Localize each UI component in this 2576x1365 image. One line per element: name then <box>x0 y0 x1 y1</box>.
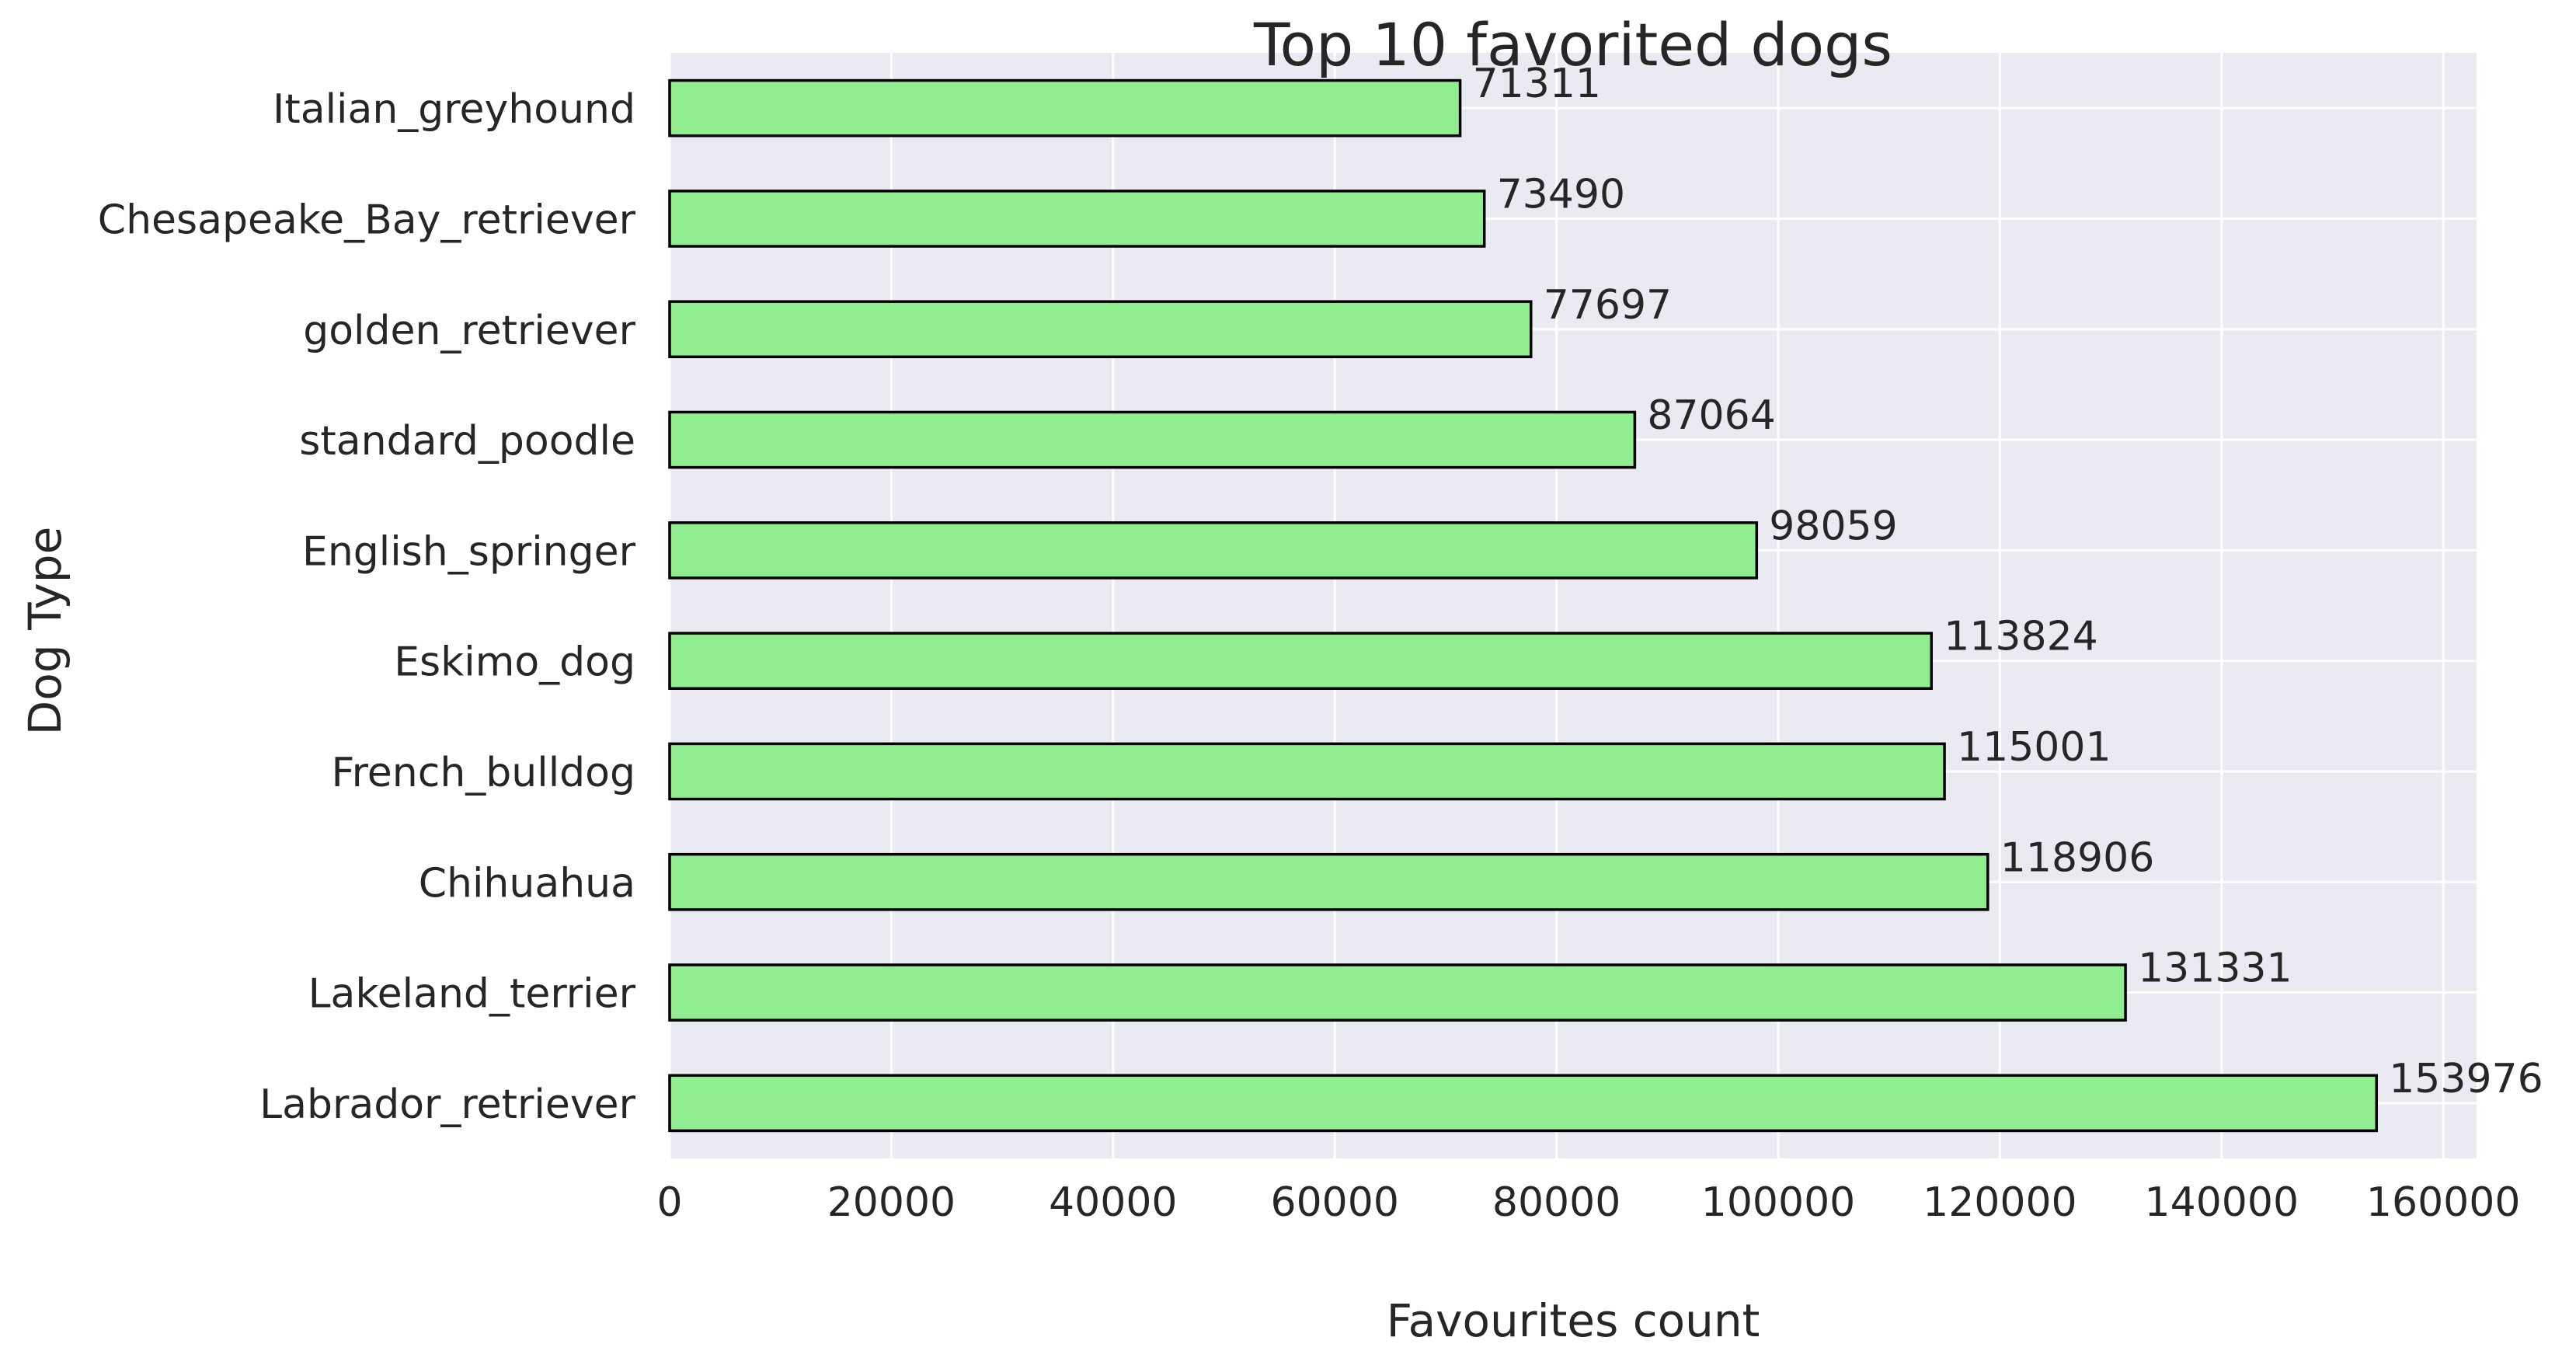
x-tick-label: 120000 <box>1923 1179 2077 1226</box>
y-tick-label: Labrador_retriever <box>259 1081 635 1128</box>
bar-value-label: 153976 <box>2389 1056 2543 1102</box>
y-tick-label: Italian_greyhound <box>273 86 635 133</box>
y-tick-label: English_springer <box>302 528 636 575</box>
x-tick-label: 0 <box>656 1179 682 1226</box>
y-tick-label: golden_retriever <box>303 308 635 354</box>
y-tick-label: standard_poodle <box>299 418 635 465</box>
y-tick-label: Chesapeake_Bay_retriever <box>98 197 636 243</box>
bar <box>668 1074 2378 1133</box>
chart-title: Top 10 favorited dogs <box>1253 10 1892 79</box>
bar <box>668 410 1637 469</box>
bar-value-label: 113824 <box>1944 614 2098 660</box>
x-tick-label: 60000 <box>1270 1179 1398 1226</box>
y-tick-label: Lakeland_terrier <box>308 971 636 1018</box>
bars <box>668 78 2378 1133</box>
bar <box>668 852 1989 911</box>
x-tick-labels: 0 20000 40000 60000 80000 100000 120000 140000 1… <box>656 1179 2520 1226</box>
bar-value-label: 115001 <box>1957 724 2111 771</box>
bar-value-label: 131331 <box>2138 945 2292 992</box>
bar-value-label: 73490 <box>1497 171 1625 218</box>
x-tick-label: 20000 <box>827 1179 956 1226</box>
x-axis-label: Favourites count <box>1387 1294 1760 1347</box>
bar-value-label: 77697 <box>1544 282 1672 329</box>
data-labels: 153976 131331 118906 115001 113824 98059 87064… <box>1473 61 2543 1102</box>
bar-value-label: 71311 <box>1473 61 1601 107</box>
y-tick-label: French_bulldog <box>331 750 635 796</box>
x-tick-label: 160000 <box>2366 1179 2521 1226</box>
bar <box>668 300 1533 359</box>
x-tick-label: 100000 <box>1701 1179 1856 1226</box>
x-tick-label: 80000 <box>1492 1179 1620 1226</box>
y-tick-label: Eskimo_dog <box>394 639 635 686</box>
bar <box>668 521 1759 580</box>
y-tick-labels: Labrador_retriever Lakeland_terrier Chihua… <box>98 86 636 1128</box>
bar <box>668 963 2127 1022</box>
x-tick-label: 140000 <box>2145 1179 2299 1226</box>
bar-value-label: 118906 <box>2000 834 2155 881</box>
bar-value-label: 87064 <box>1647 392 1775 439</box>
bar <box>668 632 1934 690</box>
y-tick-label: Chihuahua <box>419 860 635 907</box>
bar <box>668 190 1486 248</box>
x-tick-label: 40000 <box>1049 1179 1177 1226</box>
bar-value-label: 98059 <box>1769 503 1897 549</box>
bar <box>668 78 1462 138</box>
y-axis-label: Dog Type <box>19 527 71 736</box>
bar <box>668 742 1946 801</box>
